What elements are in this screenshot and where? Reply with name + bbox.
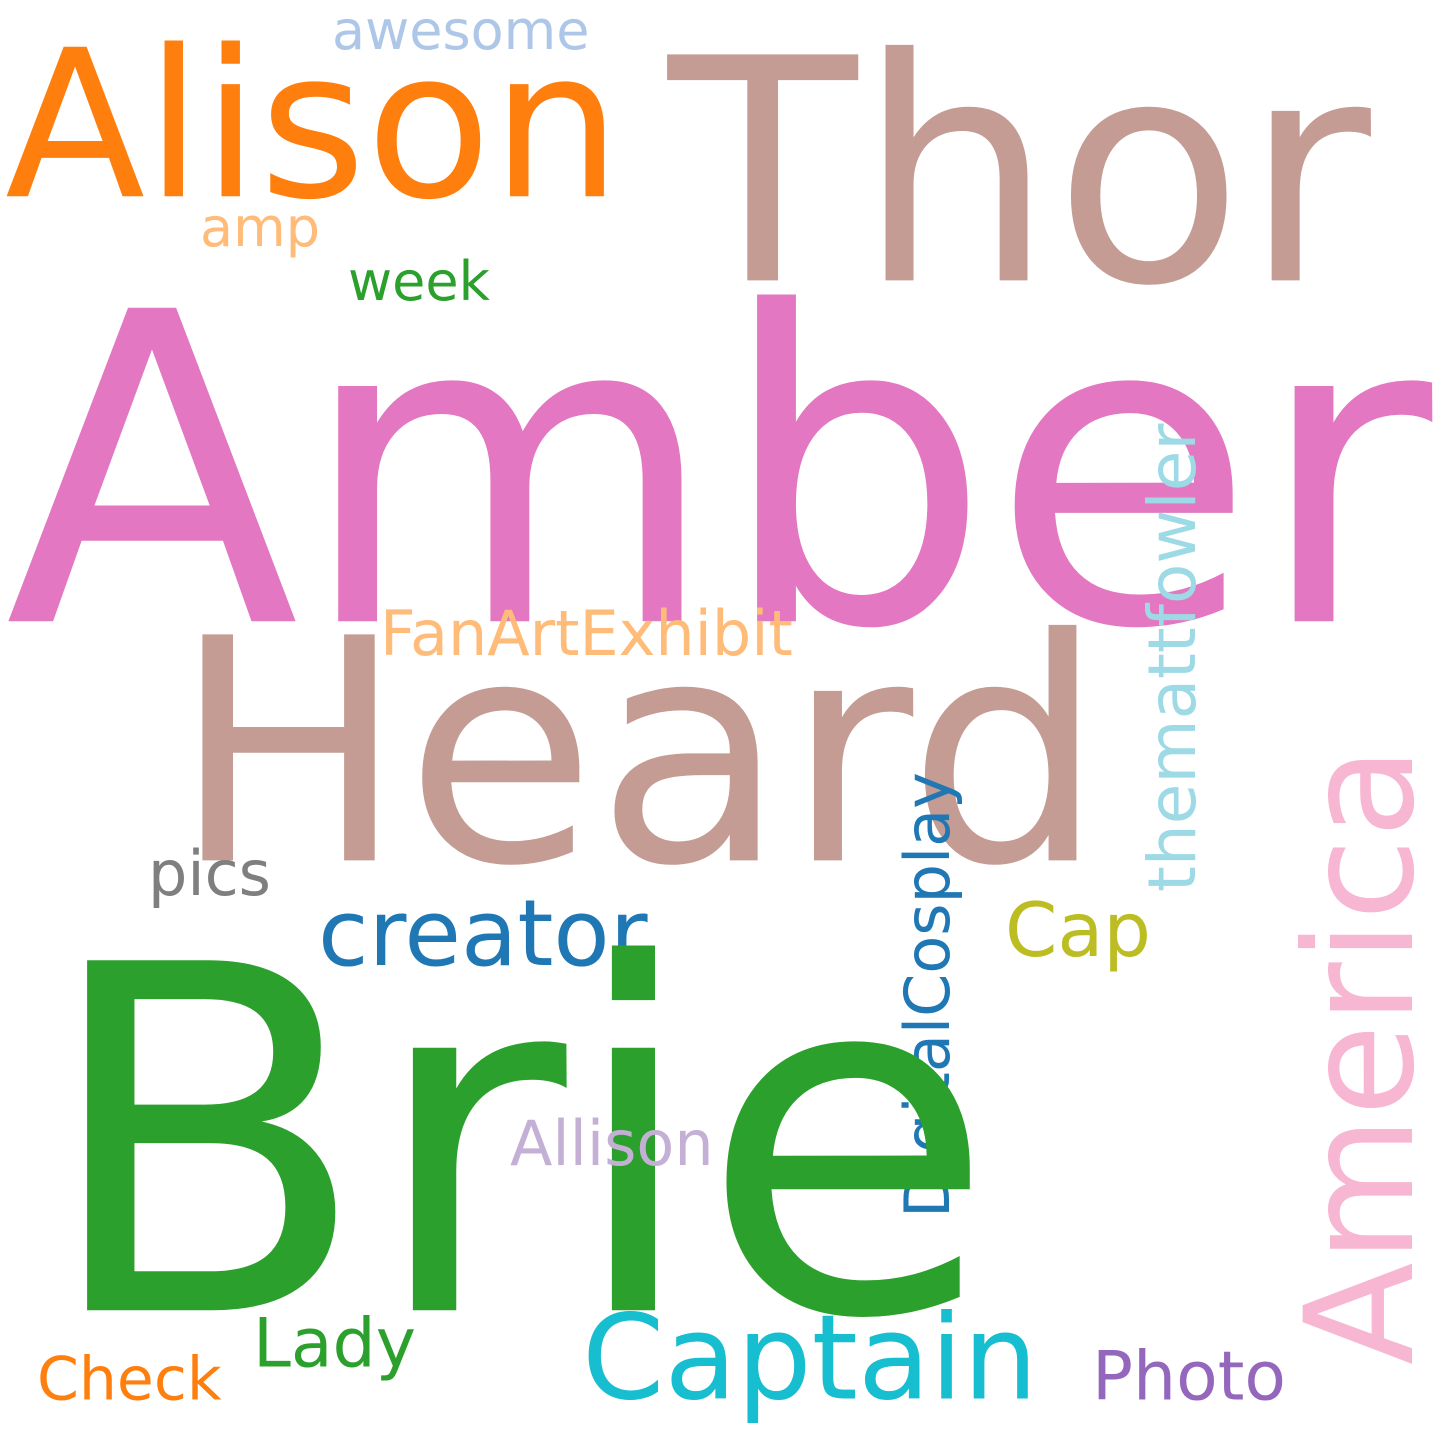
word-thor: Thor [668,0,1371,355]
word-awesome: awesome [332,0,590,62]
word-fanartexhibit: FanArtExhibit [380,596,793,670]
word-creator: creator [318,880,648,988]
word-captain: Captain [582,1288,1038,1427]
word-pics: pics [148,836,271,910]
word-alison: Alison [5,7,622,246]
word-heard: Heard [172,573,1105,935]
word-allison: Allison [510,1106,714,1180]
word-cap: Cap [1005,886,1151,974]
word-amber: Amber [5,223,1433,724]
word-themattfowler: themattfowler [1133,423,1211,892]
word-brie: Brie [40,865,996,1425]
word-america: America [1274,746,1440,1365]
word-amp: amp [200,195,320,259]
word-week: week [348,249,490,313]
word-check: Check [37,1344,222,1415]
word-photo: Photo [1092,1337,1286,1417]
word-lady: Lady [253,1304,416,1384]
